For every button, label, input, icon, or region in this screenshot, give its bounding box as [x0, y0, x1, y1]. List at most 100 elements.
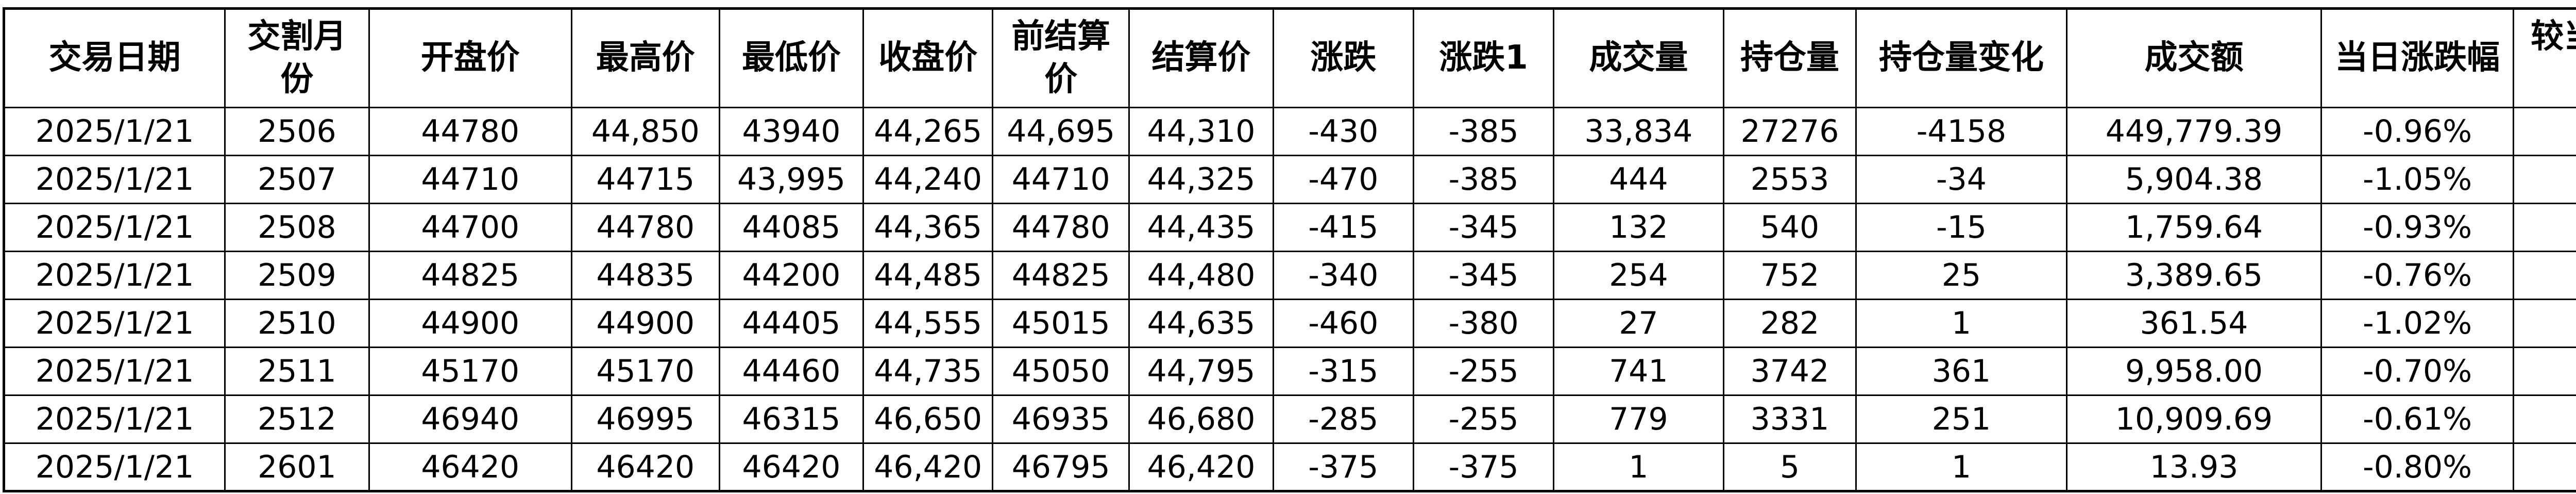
cell: -470	[1272, 155, 1414, 204]
cell: 254	[1553, 251, 1724, 300]
cell: 2025/1/21	[3, 155, 226, 204]
cell: 44,435	[1128, 203, 1274, 252]
cell: 46,420	[1128, 442, 1274, 492]
cell: 44715	[570, 155, 720, 204]
table-row: 2025/1/21 2508 44700 44780 44085 44,365 44780 4…	[3, 203, 2576, 252]
cell: -345	[1412, 203, 1555, 252]
cell: 0.00%	[2512, 442, 2576, 492]
column-header-10: 涨跌1	[1412, 8, 1555, 108]
column-header-4: 最高价	[570, 8, 720, 108]
cell: 2511	[224, 347, 370, 396]
column-header-6: 收盘价	[862, 8, 994, 108]
cell: 46995	[570, 394, 720, 444]
cell: 540	[1722, 203, 1857, 252]
column-header-9: 涨跌	[1272, 8, 1414, 108]
cell: 2025/1/21	[3, 251, 226, 300]
cell: 44,485	[862, 251, 994, 300]
cell: -1.15%	[2512, 107, 2576, 156]
cell: 2025/1/21	[3, 107, 226, 156]
cell: -315	[1272, 347, 1414, 396]
cell: 46795	[992, 442, 1130, 492]
cell: 44,365	[862, 203, 994, 252]
cell: 46,650	[862, 394, 994, 444]
cell: -385	[1412, 155, 1555, 204]
cell: 2025/1/21	[3, 394, 226, 444]
cell: 44710	[368, 155, 572, 204]
cell: 33,834	[1553, 107, 1724, 156]
cell: 1	[1855, 442, 2067, 492]
cell: 44,555	[862, 299, 994, 348]
cell: -255	[1412, 394, 1555, 444]
cell: -0.70%	[2320, 347, 2514, 396]
cell: 444	[1553, 155, 1724, 204]
cell: -0.80%	[2320, 442, 2514, 492]
cell: 2512	[224, 394, 370, 444]
cell: 282	[1722, 299, 1857, 348]
table-row: 2025/1/21 2511 45170 45170 44460 44,735 45050 4…	[3, 347, 2576, 396]
cell: -0.75%	[2512, 203, 2576, 252]
cell: -0.62%	[2512, 394, 2576, 444]
column-header-5: 最低价	[718, 8, 865, 108]
column-header-14: 成交额	[2065, 8, 2323, 108]
table-row: 2025/1/21 2506 44780 44,850 43940 44,265 44,69…	[3, 107, 2576, 156]
cell: 1,759.64	[2065, 203, 2323, 252]
cell: -15	[1855, 203, 2067, 252]
table-body: 2025/1/21 2506 44780 44,850 43940 44,265 44,69…	[3, 107, 2576, 492]
cell: 2025/1/21	[3, 442, 226, 492]
cell: -0.93%	[2320, 203, 2514, 252]
cell: -0.96%	[2320, 107, 2514, 156]
cell: 46420	[718, 442, 865, 492]
cell: 2506	[224, 107, 370, 156]
column-header-8: 结算价	[1128, 8, 1274, 108]
cell: 44,310	[1128, 107, 1274, 156]
header-row: 交易日期 交割月份 开盘价 最高价 最低价 收盘价 前结算价 结算价 涨跌 涨跌1 成交量 持仓量 持仓…	[3, 8, 2576, 108]
column-header-13: 持仓量变化	[1855, 8, 2067, 108]
cell: 1	[1553, 442, 1724, 492]
cell: 44825	[368, 251, 572, 300]
cell: 44835	[570, 251, 720, 300]
cell: -375	[1272, 442, 1414, 492]
cell: 43940	[718, 107, 865, 156]
cell: 46,420	[862, 442, 994, 492]
column-header-3: 开盘价	[368, 8, 572, 108]
cell: 45170	[368, 347, 572, 396]
cell: 46315	[718, 394, 865, 444]
cell: 2507	[224, 155, 370, 204]
cell: 44,635	[1128, 299, 1274, 348]
cell: 779	[1553, 394, 1724, 444]
cell: -285	[1272, 394, 1414, 444]
column-header-11: 成交量	[1553, 8, 1724, 108]
table-row: 2025/1/21 2601 46420 46420 46420 46,420 46795 4…	[3, 442, 2576, 492]
cell: 44,735	[862, 347, 994, 396]
cell: 449,779.39	[2065, 107, 2323, 156]
cell: 46420	[368, 442, 572, 492]
column-header-12: 持仓量	[1722, 8, 1857, 108]
cell: -1.02%	[2320, 299, 2514, 348]
column-header-2: 交割月份	[224, 8, 370, 108]
cell: 2025/1/21	[3, 347, 226, 396]
cell: 44900	[570, 299, 720, 348]
cell: -0.76%	[2320, 251, 2514, 300]
cell: -380	[1412, 299, 1555, 348]
cell: -430	[1272, 107, 1414, 156]
cell: 2553	[1722, 155, 1857, 204]
cell: 27276	[1722, 107, 1857, 156]
cell: 46,680	[1128, 394, 1274, 444]
cell: 3331	[1722, 394, 1857, 444]
table-row: 2025/1/21 2509 44825 44835 44200 44,485 44825 4…	[3, 251, 2576, 300]
cell: 9,958.00	[2065, 347, 2323, 396]
cell: 44780	[992, 203, 1130, 252]
cell: 741	[1553, 347, 1724, 396]
cell: -4158	[1855, 107, 2067, 156]
cell: 44,240	[862, 155, 994, 204]
cell: -0.61%	[2320, 394, 2514, 444]
cell: 752	[1722, 251, 1857, 300]
cell: 3742	[1722, 347, 1857, 396]
column-header-1: 交易日期	[3, 8, 226, 108]
cell: -255	[1412, 347, 1555, 396]
cell: 44200	[718, 251, 865, 300]
cell: 361.54	[2065, 299, 2323, 348]
cell: 2025/1/21	[3, 203, 226, 252]
cell: 5	[1722, 442, 1857, 492]
cell: -34	[1855, 155, 2067, 204]
